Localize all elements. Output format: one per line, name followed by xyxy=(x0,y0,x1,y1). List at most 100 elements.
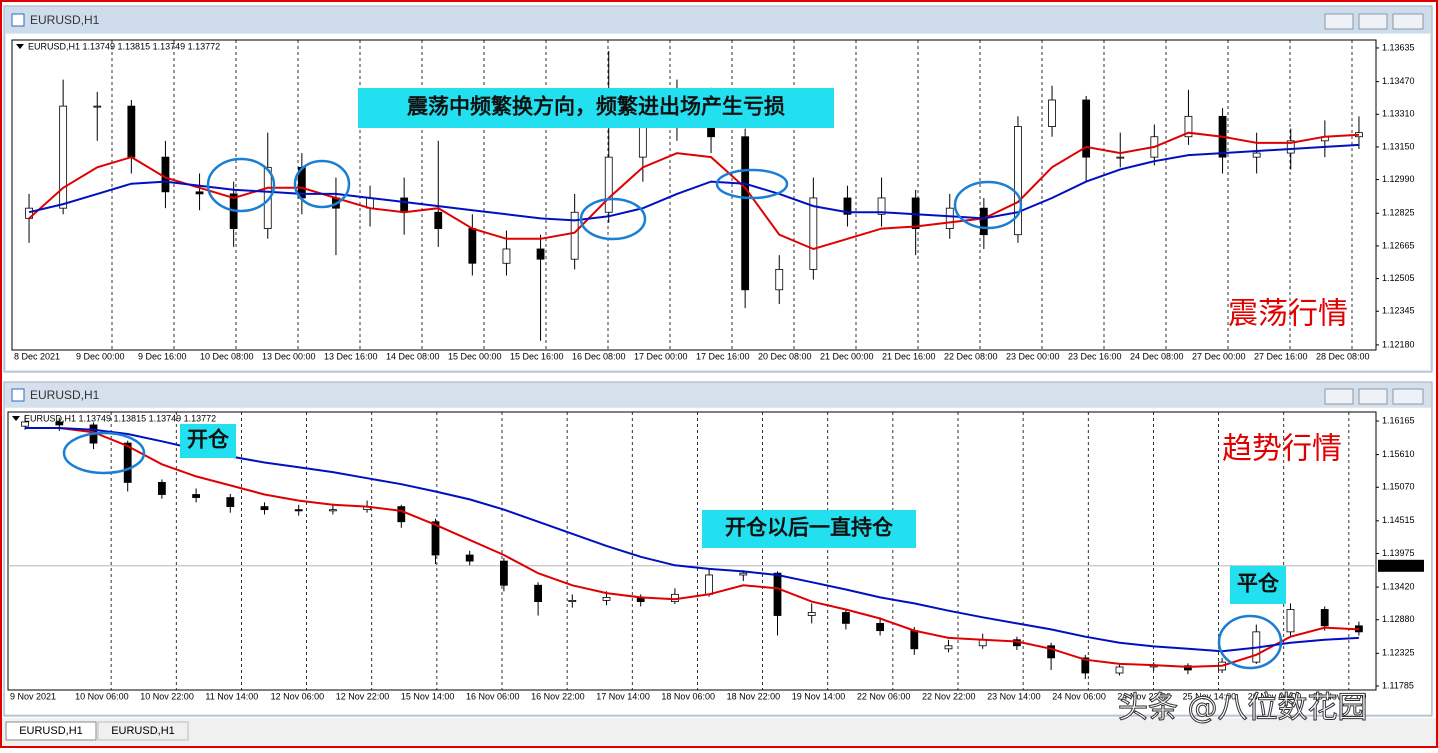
annotation: 震荡中频繁换方向，频繁进出场产生亏损 xyxy=(407,94,785,119)
candle-body xyxy=(1048,99,1056,127)
candle-body xyxy=(465,554,474,562)
y-tick-label: 1.12180 xyxy=(1382,339,1415,349)
plot-area xyxy=(11,39,1377,351)
highlight-ellipse xyxy=(953,180,1023,230)
title-bar[interactable] xyxy=(5,383,1431,407)
candle-body xyxy=(773,572,782,616)
candle-body xyxy=(157,482,166,495)
x-tick-label: 16 Nov 06:00 xyxy=(466,691,520,701)
x-tick-label: 10 Nov 22:00 xyxy=(140,691,194,701)
candle-body xyxy=(127,105,136,158)
x-tick-label: 24 Nov 06:00 xyxy=(1052,691,1106,701)
y-tick-label: 1.12990 xyxy=(1382,174,1415,184)
tab-bar xyxy=(2,718,1436,746)
moving-average xyxy=(28,143,1360,222)
candle-body xyxy=(502,248,511,264)
x-tick-label: 23 Nov 14:00 xyxy=(987,691,1041,701)
highlight-ellipse xyxy=(715,168,789,200)
highlight-ellipse xyxy=(206,157,276,213)
x-tick-label: 10 Nov 06:00 xyxy=(75,691,129,701)
candle-body xyxy=(192,494,201,498)
x-tick-label: 15 Dec 16:00 xyxy=(510,351,564,361)
y-tick-label: 1.15610 xyxy=(1382,449,1415,459)
annotation-box xyxy=(180,424,236,458)
chart-info: EURUSD,H1 1.13749 1.13815 1.13749 1.1377… xyxy=(28,41,220,51)
chart-info: EURUSD,H1 1.13749 1.13815 1.13749 1.1377… xyxy=(24,413,216,423)
annotation: 趋势行情 xyxy=(1222,432,1342,467)
moving-average xyxy=(28,131,1360,251)
candle-body xyxy=(434,211,443,229)
maximize-button[interactable] xyxy=(1358,13,1388,30)
candle-body xyxy=(775,268,784,291)
candle-body xyxy=(294,509,303,512)
x-tick-label: 24 Nov 22:00 xyxy=(1117,691,1171,701)
x-tick-label: 28 Dec 08:00 xyxy=(1316,351,1370,361)
x-tick-label: 26 Nov 22:00 xyxy=(1313,691,1367,701)
y-tick-label: 1.12880 xyxy=(1382,614,1415,624)
annotation-box xyxy=(702,510,916,548)
minimize-button[interactable] xyxy=(1324,13,1354,30)
y-tick-label: 1.12505 xyxy=(1382,273,1415,283)
y-tick-label: 1.12665 xyxy=(1382,240,1415,250)
x-tick-label: 15 Nov 14:00 xyxy=(401,691,455,701)
candle-body xyxy=(1116,156,1125,159)
candle-body xyxy=(328,509,337,512)
candle-body xyxy=(876,622,884,632)
annotation-box xyxy=(1230,566,1286,604)
candle-body xyxy=(809,197,818,270)
x-tick-label: 21 Dec 00:00 xyxy=(820,351,874,361)
candle-body xyxy=(123,442,132,483)
x-tick-label: 9 Dec 16:00 xyxy=(138,351,187,361)
title-bar[interactable] xyxy=(5,7,1431,33)
x-tick-label: 24 Dec 08:00 xyxy=(1130,351,1184,361)
candle-body xyxy=(25,207,33,219)
annotation-box xyxy=(358,88,834,128)
candle-body xyxy=(638,126,647,158)
watermark: 头条 @八位数花园 xyxy=(1118,691,1368,726)
candle-body xyxy=(1286,609,1295,633)
tab[interactable] xyxy=(5,721,97,741)
highlight-ellipse xyxy=(62,431,146,475)
tab[interactable] xyxy=(97,721,189,741)
candle-body xyxy=(55,421,64,426)
x-tick-label: 22 Dec 08:00 xyxy=(944,351,998,361)
tab-label[interactable]: EURUSD,H1 xyxy=(111,725,175,737)
y-tick-label: 1.15070 xyxy=(1382,482,1415,492)
candle-body xyxy=(910,630,919,650)
candle-body xyxy=(400,197,409,213)
candle-body xyxy=(21,421,30,427)
candle-body xyxy=(741,136,750,291)
x-tick-label: 17 Dec 00:00 xyxy=(634,351,688,361)
highlight-ellipse xyxy=(293,159,351,209)
candle-body xyxy=(1047,645,1055,659)
x-tick-label: 14 Dec 08:00 xyxy=(386,351,440,361)
close-button[interactable] xyxy=(1392,388,1424,405)
candle-body xyxy=(979,207,988,236)
x-tick-label: 9 Nov 2021 xyxy=(10,691,56,701)
maximize-button[interactable] xyxy=(1358,388,1388,405)
annotation: 平仓 xyxy=(1237,571,1280,596)
x-tick-label: 12 Nov 06:00 xyxy=(271,691,325,701)
candle-body xyxy=(397,506,406,523)
close-button[interactable] xyxy=(1392,13,1424,30)
candle-body xyxy=(739,572,748,576)
x-tick-label: 22 Nov 06:00 xyxy=(857,691,911,701)
window-buttons xyxy=(1324,388,1424,405)
window-icon xyxy=(11,388,25,402)
current-price-label: 1.13772 xyxy=(1382,560,1415,570)
candle-body xyxy=(1252,152,1261,158)
candle-body xyxy=(195,191,204,195)
candle-body xyxy=(226,497,235,508)
x-tick-label: 8 Dec 2021 xyxy=(14,351,60,361)
candle-body xyxy=(570,211,579,260)
y-tick-label: 1.13310 xyxy=(1382,109,1415,119)
candle-body xyxy=(536,248,545,260)
candle-body xyxy=(1082,99,1091,158)
y-tick-label: 1.14515 xyxy=(1382,515,1415,525)
candle-body xyxy=(263,166,272,229)
tab-label[interactable]: EURUSD,H1 xyxy=(19,725,83,737)
minimize-button[interactable] xyxy=(1324,388,1354,405)
y-tick-label: 1.13635 xyxy=(1382,42,1415,52)
x-tick-label: 13 Dec 00:00 xyxy=(262,351,316,361)
window-buttons xyxy=(1324,13,1424,30)
